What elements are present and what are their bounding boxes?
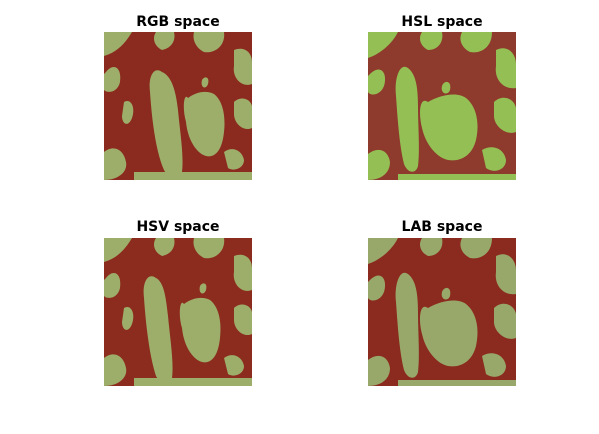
pepper-segmentation-hsl [368,32,516,180]
pepper-segmentation-hsv [104,238,252,386]
segmentation-image-hsl [368,32,516,180]
pepper-segmentation-lab [368,238,516,386]
panel-title-hsv: HSV space [136,219,220,235]
segmentation-image-rgb [104,32,252,180]
segmentation-image-hsv [104,238,252,386]
segmentation-image-lab [368,238,516,386]
panel-title-lab: LAB space [401,219,483,235]
panel-title-rgb: RGB space [136,14,220,30]
pepper-segmentation-rgb [104,32,252,180]
panel-title-hsl: HSL space [401,14,483,30]
